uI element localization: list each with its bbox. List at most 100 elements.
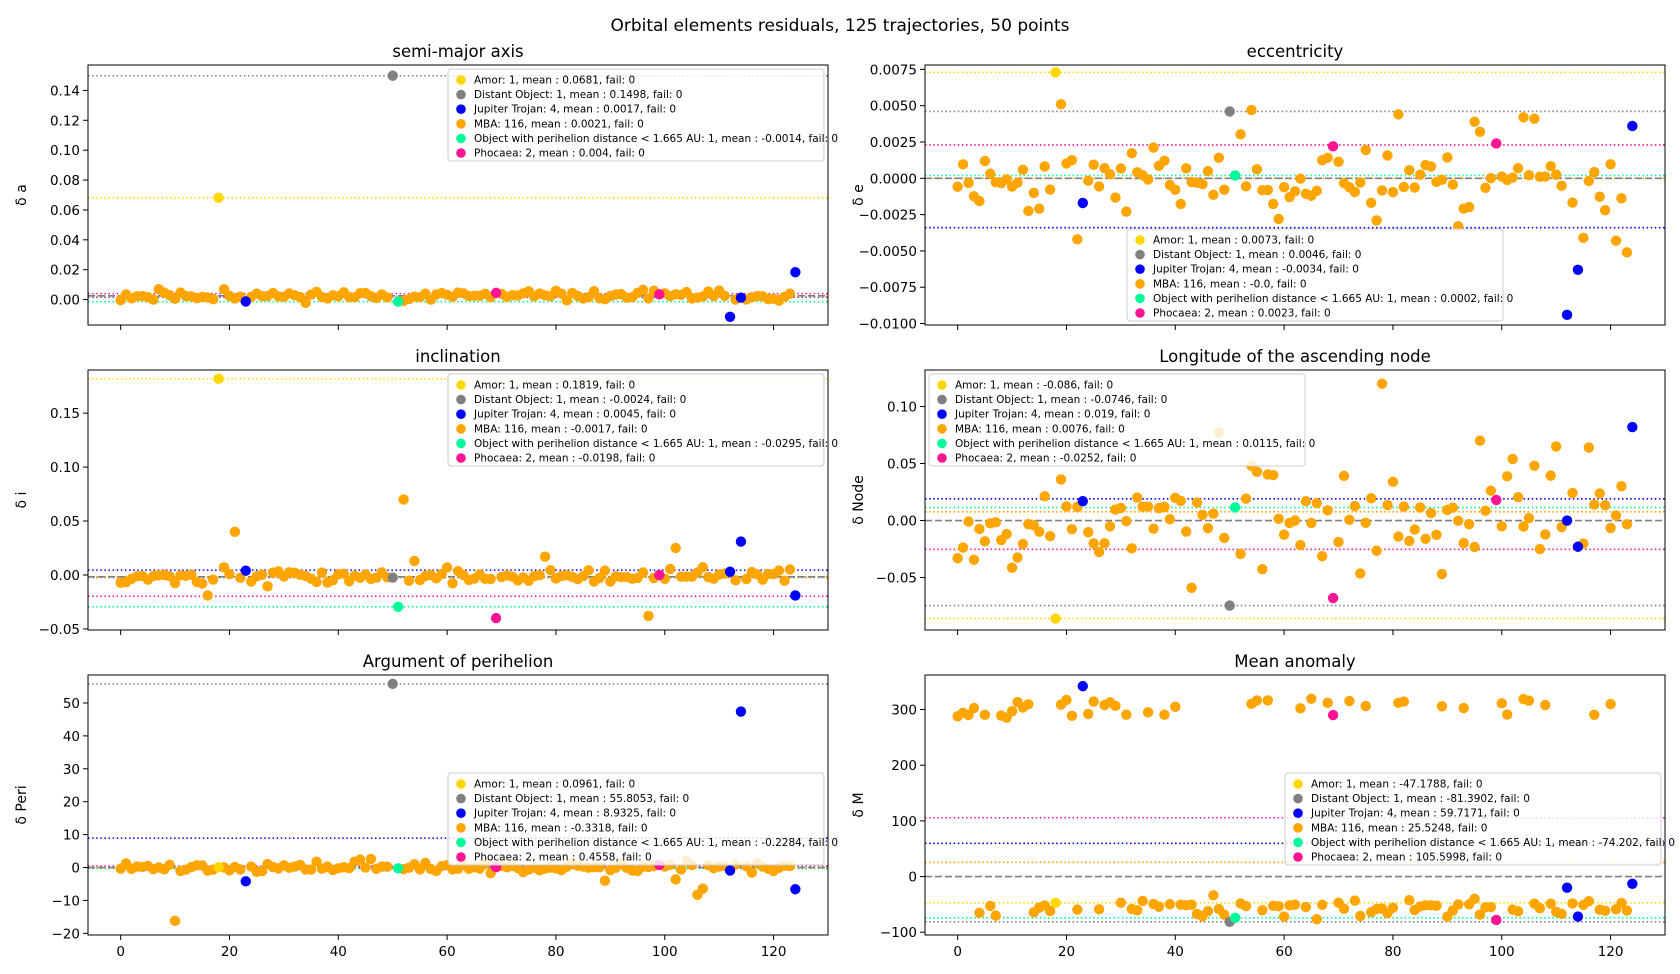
mba-point <box>1621 247 1633 258</box>
mba-point <box>1039 491 1050 502</box>
mba-point <box>1311 185 1322 197</box>
plot-area <box>925 680 1665 928</box>
mba-point <box>1164 514 1176 525</box>
mba-point <box>1480 182 1491 193</box>
mba-point <box>360 862 371 873</box>
mba-point <box>1518 112 1529 123</box>
mba-point <box>1387 186 1399 198</box>
legend-entry: Phocaea: 2, mean : -0.0198, fail: 0 <box>474 453 655 465</box>
legend: Amor: 1, mean : 0.0961, fail: 0 Distant O… <box>447 772 838 866</box>
y-tick-label: 0.15 <box>50 406 80 422</box>
mba-point <box>1191 497 1203 508</box>
mba-point <box>1599 500 1611 511</box>
y-tick-label: 0.06 <box>50 203 80 219</box>
mba-point <box>1365 493 1377 504</box>
mba-point <box>1202 522 1214 534</box>
mba-point <box>1355 568 1366 579</box>
mba-point <box>1409 182 1420 193</box>
data-point <box>1627 878 1638 889</box>
mba-point <box>730 575 741 586</box>
data-point <box>1572 264 1584 276</box>
mba-point <box>1474 909 1486 920</box>
mba-point <box>1088 538 1099 549</box>
data-point <box>387 572 398 583</box>
mba-point <box>1044 905 1056 917</box>
legend-marker <box>1135 293 1145 304</box>
data-point <box>1229 502 1241 513</box>
mba-point <box>1159 501 1170 513</box>
legend-entry: Jupiter Trojan: 4, mean : 0.019, fail: 0 <box>954 409 1150 421</box>
legend-marker <box>456 779 466 789</box>
mba-point <box>1044 184 1056 195</box>
x-tick-label: 80 <box>547 944 564 960</box>
y-tick-label: 0.0025 <box>870 135 917 151</box>
data-point <box>387 678 398 690</box>
y-tick-label: 10 <box>63 828 80 844</box>
y-axis-label: δ i <box>14 492 30 509</box>
mba-point <box>1251 466 1263 477</box>
mba-point <box>256 865 268 877</box>
mba-point <box>186 569 197 580</box>
subplot-title: semi-major axis <box>392 42 523 61</box>
data-point <box>1561 515 1573 526</box>
legend-marker <box>937 380 947 390</box>
legend-marker <box>456 133 466 144</box>
mba-point <box>1594 191 1605 202</box>
y-axis-label: δ Node <box>851 475 867 525</box>
data-point <box>240 565 251 576</box>
x-tick-label: 0 <box>953 944 962 960</box>
data-point <box>1627 421 1638 433</box>
mba-point <box>1414 169 1426 180</box>
mba-point <box>1599 205 1611 216</box>
mba-point <box>952 181 963 192</box>
mba-point <box>354 854 366 865</box>
legend-marker <box>1135 235 1145 245</box>
mba-point <box>1447 179 1458 190</box>
mba-point <box>403 575 415 586</box>
mba-point <box>1278 911 1290 922</box>
mba-point <box>1404 895 1415 906</box>
mba-point <box>1545 898 1556 909</box>
mba-point <box>1273 901 1284 912</box>
legend-entry: Jupiter Trojan: 4, mean : 0.0017, fail: … <box>473 104 676 116</box>
mba-point <box>1121 516 1132 527</box>
mba-point <box>1278 529 1290 540</box>
mba-point <box>207 293 219 305</box>
mba-point <box>1262 695 1273 706</box>
mba-point <box>1017 164 1029 176</box>
mba-point <box>1104 168 1116 180</box>
mba-point <box>1376 185 1388 196</box>
y-tick-label: 0.00 <box>50 568 80 584</box>
y-tick-label: −100 <box>880 925 917 941</box>
data-point <box>213 862 224 873</box>
mba-point <box>1589 166 1600 178</box>
data-point <box>213 373 224 384</box>
y-tick-label: 0.02 <box>50 263 80 279</box>
mba-point <box>1066 154 1078 166</box>
mba-point <box>643 293 654 304</box>
mba-point <box>1436 568 1448 580</box>
mba-point <box>1034 526 1045 537</box>
data-point <box>1491 494 1502 506</box>
mba-point <box>539 551 551 562</box>
mba-point <box>1311 914 1322 925</box>
mba-point <box>1306 517 1317 529</box>
mba-point <box>974 523 985 535</box>
mba-point <box>963 177 974 189</box>
data-point <box>654 569 665 581</box>
legend-entry: MBA: 116, mean : -0.3318, fail: 0 <box>474 822 648 834</box>
mba-point <box>1295 173 1306 184</box>
y-tick-label: 50 <box>63 696 80 712</box>
x-tick-label: 60 <box>1276 944 1293 960</box>
mba-point <box>1420 533 1431 544</box>
mba-point <box>1317 899 1328 911</box>
mba-point <box>1409 524 1420 535</box>
legend: Amor: 1, mean : -47.1788, fail: 0 Distant… <box>1284 772 1675 866</box>
data-point <box>1050 67 1061 78</box>
mba-point <box>148 294 159 305</box>
data-point <box>1050 613 1061 624</box>
mba-point <box>1436 174 1448 186</box>
y-tick-label: −0.0100 <box>858 317 917 333</box>
y-tick-label: 0.10 <box>50 143 80 159</box>
y-tick-label: −10 <box>52 893 81 909</box>
